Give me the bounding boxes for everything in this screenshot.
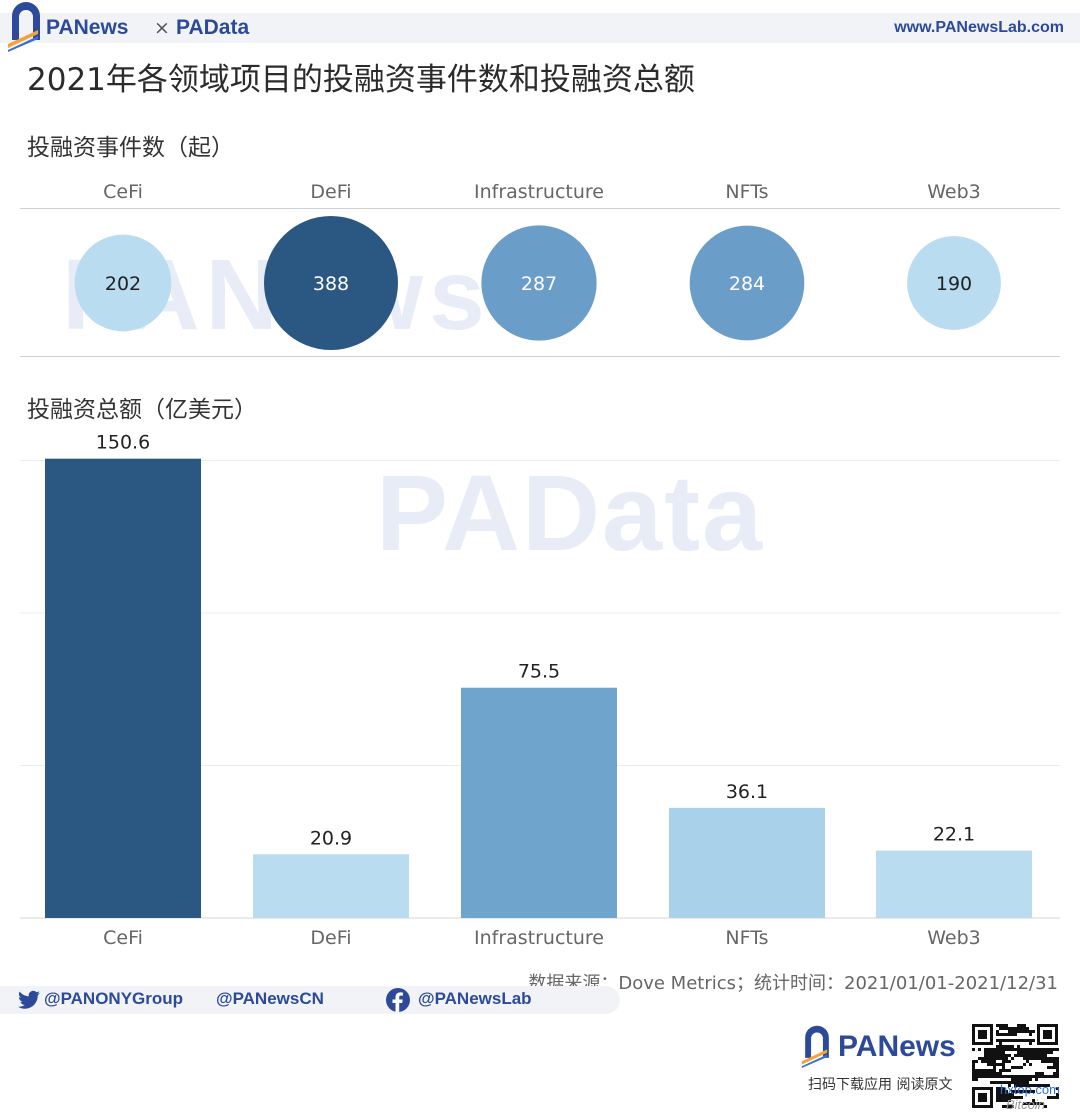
facebook-icon[interactable] [386, 988, 410, 1012]
facebook-handle-link[interactable]: @PANewsLab [418, 989, 532, 1008]
bubble [264, 216, 398, 350]
header-bar [0, 13, 1080, 43]
bar-category-label: DeFi [310, 927, 352, 949]
bar-value-label: 36.1 [726, 781, 768, 803]
bubble [907, 236, 1001, 330]
brand-separator: × [154, 17, 170, 39]
bar-category-label: CeFi [103, 927, 143, 949]
site-tag: hxtop.com [1000, 1082, 1060, 1097]
bar [253, 854, 409, 918]
panews-logo-icon [8, 2, 40, 52]
bar-value-label: 150.6 [96, 432, 150, 454]
panews-footer-logo-icon [801, 1025, 829, 1068]
bar-value-label: 22.1 [933, 824, 975, 846]
source-note: 数据来源：Dove Metrics；统计时间：2021/01/01-2021/1… [528, 973, 1058, 994]
bubble [74, 234, 172, 332]
bar [669, 807, 825, 918]
brand-panews: PANews [46, 16, 129, 39]
bubble-chart-title: 投融资事件数（起） [27, 135, 234, 161]
bubble-category-label: Web3 [927, 181, 981, 203]
bubble-category-label: NFTs [725, 181, 769, 203]
bubble-value-label: 287 [521, 273, 557, 295]
watermark-padata: PAData [376, 452, 765, 573]
bubble-category-label: Infrastructure [473, 181, 604, 203]
brand-padata: PAData [176, 16, 250, 39]
app-download-note: 扫码下载应用 阅读原文 [808, 1077, 953, 1093]
bar [461, 687, 617, 918]
bubble-value-label: 202 [105, 273, 141, 295]
twitter-handle-link[interactable]: @PANONYGroup [44, 989, 184, 1008]
bar-category-label: Infrastructure [473, 927, 604, 949]
bar-category-label: Web3 [927, 927, 981, 949]
bar-value-label: 20.9 [310, 827, 352, 849]
page-title: 2021年各领域项目的投融资事件数和投融资总额 [27, 62, 695, 98]
bubble-top-divider [20, 208, 1060, 209]
bubble-category-label: DeFi [310, 181, 352, 203]
twitter-icon[interactable] [18, 990, 40, 1010]
bar-chart-title: 投融资总额（亿美元） [27, 397, 257, 423]
bar-category-label: NFTs [725, 927, 769, 949]
bubble-bottom-divider [20, 356, 1060, 357]
footer-brand: PANews [838, 1030, 956, 1063]
site-url-link[interactable]: www.PANewsLab.com [894, 19, 1064, 36]
weibo-handle-link[interactable]: @PANewsCN [216, 989, 324, 1008]
bubble-value-label: 284 [729, 273, 765, 295]
bar [45, 458, 201, 918]
bubble [481, 225, 597, 341]
bubble [689, 225, 805, 341]
site-tag-secondary: Bitcoin [1006, 1097, 1046, 1112]
bubble-value-label: 388 [313, 273, 349, 295]
bubble-category-label: CeFi [103, 181, 143, 203]
qr-code-icon[interactable] [970, 1022, 1060, 1110]
footer-social-bar [0, 986, 620, 1014]
bubble-value-label: 190 [936, 273, 972, 295]
bar [876, 850, 1032, 918]
bar-value-label: 75.5 [518, 661, 560, 683]
